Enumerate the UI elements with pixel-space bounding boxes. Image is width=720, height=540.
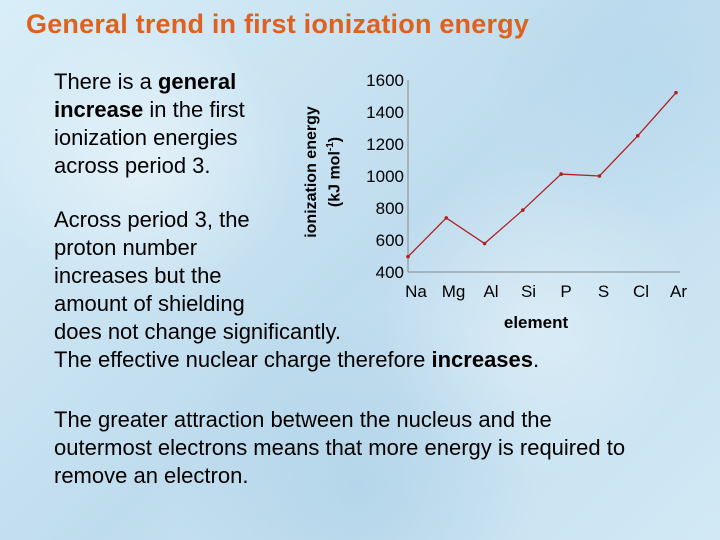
- slide-title: General trend in first ionization energy: [26, 9, 530, 39]
- x-tick-label: P: [560, 282, 571, 301]
- x-tick-label: Cl: [633, 282, 649, 301]
- data-point: [444, 216, 449, 220]
- chart-x-axis-label: element: [504, 313, 569, 332]
- paragraph-greater-attraction: The greater attraction between the nucle…: [54, 407, 626, 488]
- y-tick-label: 400: [376, 263, 404, 282]
- x-tick-label: Mg: [442, 282, 466, 301]
- data-points: [406, 90, 678, 259]
- data-point: [482, 241, 487, 246]
- x-tick-label: S: [598, 282, 609, 301]
- x-tick-label: Ar: [670, 282, 687, 301]
- paragraph-general-increase: There is a general increase in the first…: [54, 69, 245, 178]
- series-line: [407, 92, 677, 258]
- data-point: [674, 90, 678, 95]
- y-tick-label: 1000: [366, 167, 404, 186]
- data-point: [635, 134, 640, 138]
- data-point: [521, 208, 525, 212]
- data-point: [597, 174, 602, 178]
- x-tick-label: Si: [521, 282, 536, 301]
- y-tick-labels: 400 600 800 1000 1200 1400 1600: [366, 71, 404, 282]
- y-tick-label: 1200: [366, 135, 404, 154]
- paragraph-proton-number: Across period 3, the proton number incre…: [54, 207, 540, 372]
- data-point: [406, 254, 410, 259]
- x-tick-labels: Na Mg Al Si P S Cl Ar: [405, 282, 687, 301]
- data-point: [559, 172, 563, 176]
- y-tick-label: 800: [376, 199, 404, 218]
- x-tick-label: Al: [483, 282, 498, 301]
- y-tick-label: 1400: [366, 103, 404, 122]
- y-tick-label: 1600: [366, 71, 404, 90]
- y-tick-label: 600: [376, 231, 404, 250]
- x-tick-label: Na: [405, 282, 427, 301]
